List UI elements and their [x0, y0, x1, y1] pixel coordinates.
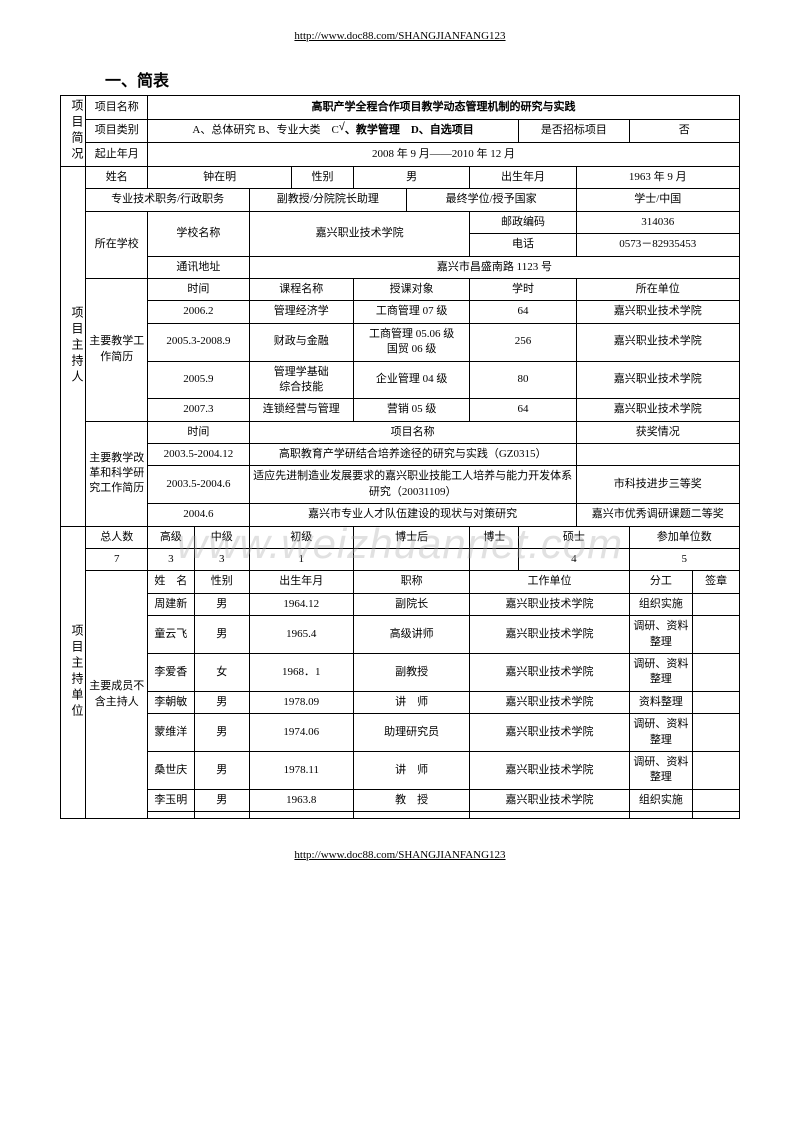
member-row: 桑世庆男1978.11讲 师嘉兴职业技术学院调研、资料整理: [61, 751, 740, 789]
th-time: 时间: [147, 278, 249, 300]
proj-category-value: A、总体研究 B、专业大类 C√、教学管理 D、自选项目: [147, 119, 518, 143]
teaching-row: 2005.3-2008.9财政与金融 工商管理 05.06 级 国贸 06 级2…: [61, 323, 740, 361]
teaching-row: 2006.2管理经济学 工商管理 07 级64 嘉兴职业技术学院: [61, 301, 740, 323]
gender-value: 男: [353, 167, 470, 189]
member-row: 李玉明男1963.8教 授嘉兴职业技术学院组织实施: [61, 789, 740, 811]
period-label: 起止年月: [86, 143, 148, 167]
total-label: 总人数: [86, 526, 148, 548]
senior-label: 高级: [147, 526, 194, 548]
is-bid-value: 否: [629, 119, 739, 143]
m-gender: 性别: [194, 571, 249, 593]
school-label: 所在学校: [86, 211, 148, 278]
teaching-history-label: 主要教学工作简历: [86, 278, 148, 421]
birth-label: 出生年月: [470, 167, 576, 189]
document-page: http://www.doc88.com/SHANGJIANFANG123 ww…: [0, 0, 800, 891]
member-row: 李爱香女1968．1副教授嘉兴职业技术学院调研、资料整理: [61, 653, 740, 691]
overview-label: 项目简况: [61, 96, 86, 167]
address-value: 嘉兴市昌盛南路 1123 号: [249, 256, 739, 278]
m-sign: 签章: [693, 571, 740, 593]
name-label: 姓名: [86, 167, 148, 189]
research-row: 2003.5-2004.6 适应先进制造业发展要求的嘉兴职业技能工人培养与能力开…: [61, 466, 740, 504]
unitcount-label: 参加单位数: [629, 526, 739, 548]
postdoc-label: 博士后: [353, 526, 470, 548]
postcode-value: 314036: [576, 211, 739, 233]
junior-label: 初级: [249, 526, 353, 548]
m-unit: 工作单位: [470, 571, 629, 593]
rh-time: 时间: [147, 421, 249, 443]
phone-value: 0573－82935453: [576, 234, 739, 256]
member-row: 周建新男1964.12副院长嘉兴职业技术学院组织实施: [61, 593, 740, 615]
m-name: 姓 名: [147, 571, 194, 593]
member-row: 李朝敏男1978.09讲 师嘉兴职业技术学院资料整理: [61, 691, 740, 713]
degree-label: 最终学位/授予国家: [406, 189, 576, 211]
m-role: 分工: [629, 571, 693, 593]
rh-award: 获奖情况: [576, 421, 739, 443]
teaching-row: 2007.3连锁经营与管理 营销 05 级64 嘉兴职业技术学院: [61, 399, 740, 421]
phone-label: 电话: [470, 234, 576, 256]
research-row: 2003.5-2004.12 高职教育产学研结合培养途径的研究与实践（GZ031…: [61, 444, 740, 466]
phd-label: 博士: [470, 526, 519, 548]
main-table: 项目简况 项目名称 高职产学全程合作项目教学动态管理机制的研究与实践 项目类别 …: [60, 95, 740, 819]
th-hours: 学时: [470, 278, 576, 300]
footer-url: http://www.doc88.com/SHANGJIANFANG123: [60, 849, 740, 861]
research-history-label: 主要教学改革和科学研究工作简历: [86, 421, 148, 526]
unit-label: 项目主持单位: [61, 526, 86, 818]
gender-label: 性别: [292, 167, 354, 189]
research-row: 2004.6 嘉兴市专业人才队伍建设的现状与对策研究 嘉兴市优秀调研课题二等奖: [61, 504, 740, 526]
m-birth: 出生年月: [249, 571, 353, 593]
proj-category-label: 项目类别: [86, 119, 148, 143]
teaching-row: 2005.9管理学基础 综合技能 企业管理 04 级80 嘉兴职业技术学院: [61, 361, 740, 399]
mid-label: 中级: [194, 526, 249, 548]
is-bid-label: 是否招标项目: [519, 119, 629, 143]
title-admin-value: 副教授/分院院长助理: [249, 189, 406, 211]
proj-name-label: 项目名称: [86, 96, 148, 120]
postcode-label: 邮政编码: [470, 211, 576, 233]
stats-row: 733 1 4 5: [61, 549, 740, 571]
members-label: 主要成员不含主持人: [86, 571, 148, 819]
member-row: [61, 812, 740, 819]
header-url: http://www.doc88.com/SHANGJIANFANG123: [60, 30, 740, 42]
leader-label: 项目主持人: [61, 167, 86, 527]
name-value: 钟在明: [147, 167, 291, 189]
section-title: 一、简表: [105, 67, 740, 91]
school-name-value: 嘉兴职业技术学院: [249, 211, 470, 256]
proj-name-value: 高职产学全程合作项目教学动态管理机制的研究与实践: [147, 96, 739, 120]
title-admin-label: 专业技术职务/行政职务: [86, 189, 249, 211]
member-row: 蒙维洋男1974.06助理研究员嘉兴职业技术学院调研、资料整理: [61, 714, 740, 752]
period-value: 2008 年 9 月——2010 年 12 月: [147, 143, 739, 167]
member-row: 童云飞男1965.4高级讲师嘉兴职业技术学院调研、资料整理: [61, 616, 740, 654]
degree-value: 学士/中国: [576, 189, 739, 211]
th-target: 授课对象: [353, 278, 470, 300]
address-label: 通讯地址: [147, 256, 249, 278]
rh-project: 项目名称: [249, 421, 576, 443]
school-name-label: 学校名称: [147, 211, 249, 256]
master-label: 硕士: [519, 526, 629, 548]
th-course: 课程名称: [249, 278, 353, 300]
m-title: 职称: [353, 571, 470, 593]
th-unit: 所在单位: [576, 278, 739, 300]
birth-value: 1963 年 9 月: [576, 167, 739, 189]
